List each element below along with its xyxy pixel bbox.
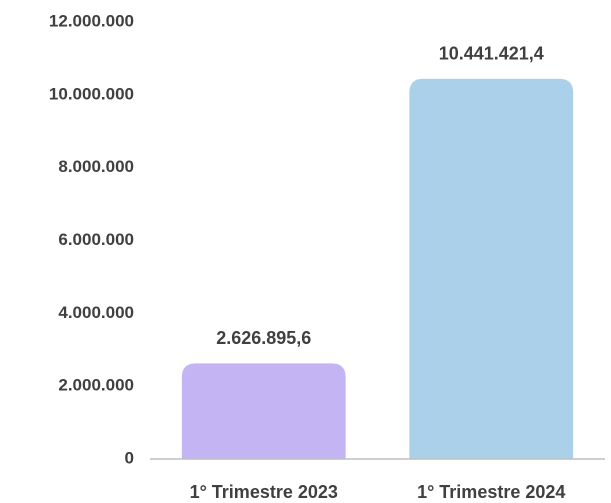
bar bbox=[181, 363, 346, 459]
y-tick-label: 4.000.000 bbox=[58, 303, 134, 322]
x-tick-label: 1° Trimestre 2024 bbox=[417, 482, 565, 502]
y-tick-label: 2.000.000 bbox=[58, 376, 134, 395]
bar bbox=[409, 78, 574, 459]
y-tick-label: 6.000.000 bbox=[58, 230, 134, 249]
y-tick-label: 0 bbox=[125, 448, 134, 467]
y-tick-label: 12.000.000 bbox=[49, 11, 134, 30]
x-tick-label: 1° Trimestre 2023 bbox=[190, 482, 338, 502]
value-label: 2.626.895,6 bbox=[216, 328, 311, 348]
y-tick-label: 8.000.000 bbox=[58, 157, 134, 176]
value-label: 10.441.421,4 bbox=[439, 44, 544, 64]
y-tick-label: 10.000.000 bbox=[49, 84, 134, 103]
